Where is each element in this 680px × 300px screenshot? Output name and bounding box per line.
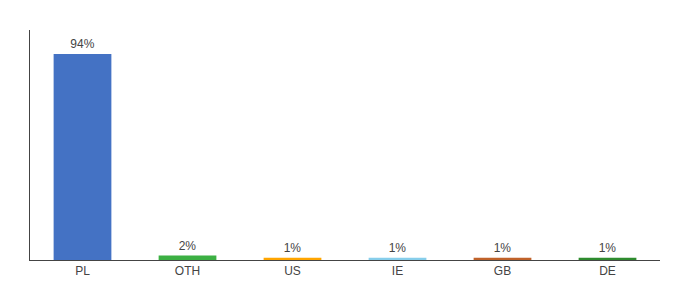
svg-text:OTH: OTH bbox=[175, 264, 200, 278]
svg-text:1%: 1% bbox=[494, 241, 512, 255]
svg-text:GB: GB bbox=[494, 264, 511, 278]
svg-text:2%: 2% bbox=[179, 239, 197, 253]
svg-text:IE: IE bbox=[392, 264, 403, 278]
svg-text:1%: 1% bbox=[599, 241, 617, 255]
svg-text:PL: PL bbox=[75, 264, 90, 278]
svg-text:94%: 94% bbox=[70, 37, 94, 51]
svg-text:US: US bbox=[284, 264, 301, 278]
svg-text:1%: 1% bbox=[389, 241, 407, 255]
svg-text:DE: DE bbox=[599, 264, 616, 278]
svg-text:1%: 1% bbox=[284, 241, 302, 255]
